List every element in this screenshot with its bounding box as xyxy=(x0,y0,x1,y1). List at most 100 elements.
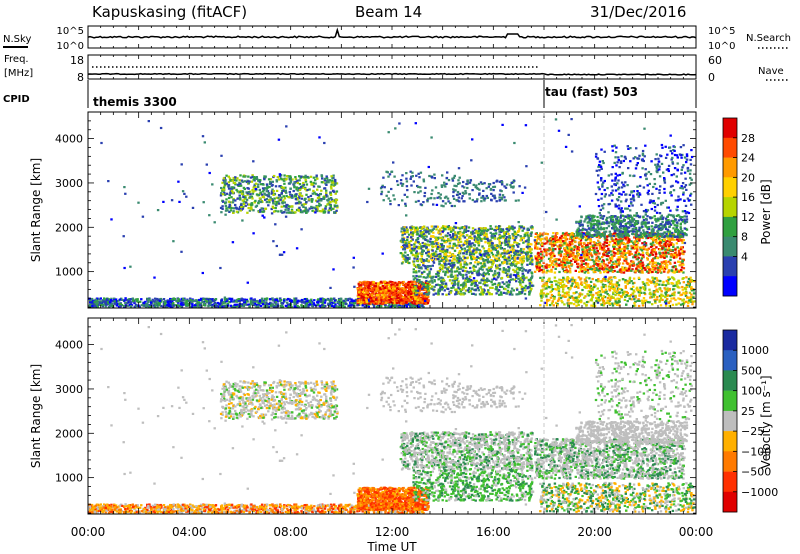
power-cell xyxy=(89,302,93,305)
power-cell xyxy=(251,302,254,305)
power-cell xyxy=(261,207,265,210)
power-cell xyxy=(414,286,417,289)
power-cell xyxy=(121,298,124,301)
power-cell xyxy=(531,263,534,266)
power-cell xyxy=(299,185,303,189)
power-cell xyxy=(369,302,372,305)
power-cell xyxy=(457,231,460,234)
power-cell xyxy=(267,303,271,306)
power-cell xyxy=(424,288,427,291)
power-cell xyxy=(506,249,510,252)
power-cell xyxy=(520,226,523,229)
power-cell xyxy=(485,232,488,235)
station-title: Kapuskasing (fitACF) xyxy=(92,3,247,21)
power-cell xyxy=(436,245,440,249)
power-cell xyxy=(262,299,265,302)
power-cell xyxy=(377,291,381,294)
power-cell xyxy=(185,299,188,303)
power-cell xyxy=(282,199,285,202)
power-cell xyxy=(103,297,106,300)
power-cell xyxy=(477,227,481,230)
power-cell xyxy=(319,300,322,303)
power-cell xyxy=(264,193,267,196)
power-cell xyxy=(394,299,398,302)
power-cell xyxy=(265,299,268,302)
power-cell xyxy=(463,256,467,259)
power-cell xyxy=(331,304,334,307)
power-cell xyxy=(323,210,327,213)
power-cell xyxy=(339,302,342,305)
power-cell xyxy=(308,198,311,201)
power-cell xyxy=(407,233,411,236)
power-cell xyxy=(293,299,296,302)
power-cell xyxy=(488,241,491,244)
power-cell xyxy=(322,299,325,302)
power-cell xyxy=(122,304,126,308)
power-cell xyxy=(218,302,221,305)
power-cell xyxy=(305,193,308,196)
power-cell xyxy=(271,188,274,191)
power-cell xyxy=(195,299,198,302)
power-cell xyxy=(421,298,424,301)
power-cell xyxy=(153,305,156,308)
power-cell xyxy=(312,176,316,179)
power-cell xyxy=(367,298,370,301)
power-cell xyxy=(205,300,209,303)
power-cell xyxy=(457,241,460,244)
power-cell xyxy=(254,186,257,189)
power-cell xyxy=(363,305,367,308)
power-cell xyxy=(285,194,288,198)
power-cell xyxy=(310,183,313,186)
power-cell xyxy=(140,298,143,301)
power-cell xyxy=(513,226,516,229)
power-cell xyxy=(454,238,457,241)
power-cell xyxy=(186,298,189,301)
power-cell xyxy=(403,246,406,249)
power-cell xyxy=(307,305,310,308)
power-cell xyxy=(233,182,237,185)
power-cell xyxy=(232,191,235,194)
power-cell xyxy=(488,291,491,295)
power-cell xyxy=(296,196,299,199)
power-cell xyxy=(367,289,370,292)
power-cell xyxy=(368,302,371,305)
power-cell xyxy=(335,190,339,193)
power-cell xyxy=(98,301,101,304)
power-cell xyxy=(102,300,105,303)
power-cell xyxy=(448,245,452,248)
power-cell xyxy=(327,181,330,184)
power-cell xyxy=(421,304,424,307)
power-cell xyxy=(415,291,418,294)
power-cell xyxy=(405,295,408,298)
power-cell xyxy=(222,186,226,189)
power-cell xyxy=(360,286,363,289)
power-cell xyxy=(191,303,194,306)
power-cell xyxy=(391,289,395,292)
power-cell xyxy=(440,285,444,288)
power-cell xyxy=(232,198,235,202)
power-cell xyxy=(303,209,306,212)
power-cell xyxy=(157,302,161,305)
power-cell xyxy=(185,302,189,305)
power-cell xyxy=(529,226,533,229)
power-cell xyxy=(265,304,269,307)
power-cell xyxy=(154,297,157,300)
power-cell xyxy=(451,266,454,269)
power-cell xyxy=(324,207,327,210)
power-cell xyxy=(272,174,276,178)
power-cell xyxy=(522,255,525,258)
power-cell xyxy=(304,206,307,209)
power-cell xyxy=(418,243,422,246)
power-cell xyxy=(413,305,417,308)
power-cell xyxy=(476,255,479,258)
power-cell xyxy=(515,268,519,271)
power-cell xyxy=(272,305,276,308)
power-cell xyxy=(321,177,324,180)
power-cell xyxy=(318,185,321,188)
power-cell xyxy=(481,264,484,268)
power-cell xyxy=(507,286,510,289)
power-cell xyxy=(459,240,463,243)
power-cell xyxy=(401,290,404,293)
power-cell xyxy=(438,277,442,280)
power-cell xyxy=(508,225,511,228)
